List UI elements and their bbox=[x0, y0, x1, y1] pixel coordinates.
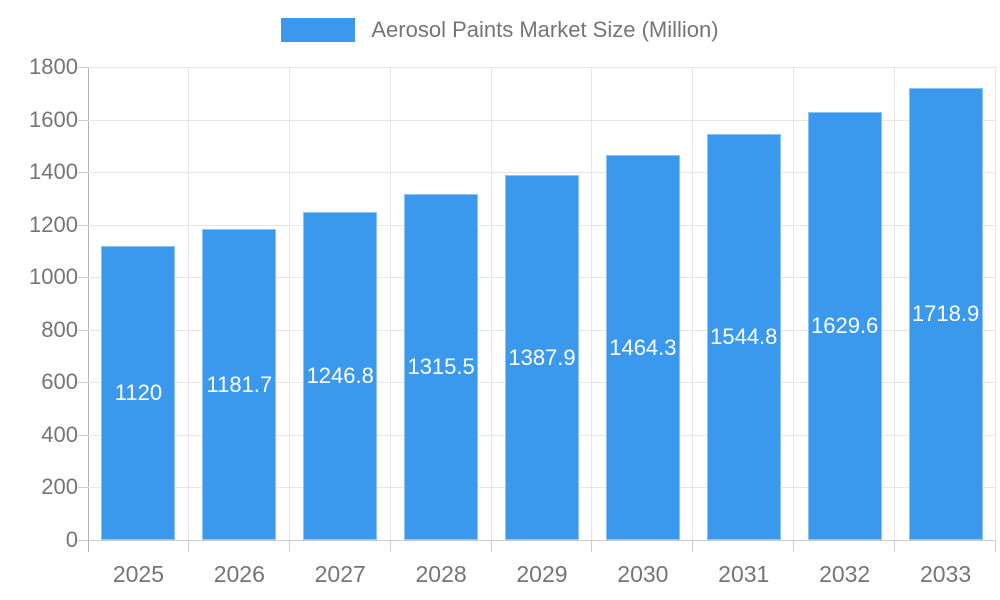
y-axis-label-0: 0 bbox=[65, 527, 78, 552]
y-tick-1200 bbox=[78, 224, 88, 226]
x-axis-label-2029: 2029 bbox=[516, 561, 568, 587]
gridline-v-4 bbox=[490, 67, 492, 540]
y-axis-label-400: 400 bbox=[41, 421, 78, 447]
y-tick-600 bbox=[78, 382, 88, 384]
legend: Aerosol Paints Market Size (Million) bbox=[0, 12, 1000, 48]
y-tick-200 bbox=[78, 487, 88, 489]
bar-2032[interactable] bbox=[807, 111, 882, 540]
y-axis-label-1200: 1200 bbox=[29, 211, 78, 237]
x-tick-1 bbox=[187, 540, 189, 552]
gridline-v-6 bbox=[692, 67, 694, 540]
gridline-v-7 bbox=[793, 67, 795, 540]
bar-2027[interactable] bbox=[303, 212, 378, 540]
bar-2026[interactable] bbox=[202, 229, 277, 540]
y-axis-label-1800: 1800 bbox=[29, 54, 78, 79]
gridline-v-1 bbox=[187, 67, 189, 540]
y-tick-1400 bbox=[78, 172, 88, 174]
x-axis-label-2027: 2027 bbox=[314, 561, 366, 587]
y-tick-1800 bbox=[78, 67, 88, 68]
legend-swatch bbox=[281, 18, 356, 42]
y-tick-400 bbox=[78, 434, 88, 436]
x-axis-label-2030: 2030 bbox=[617, 561, 669, 587]
bar-2033[interactable] bbox=[908, 88, 983, 540]
y-axis-label-1400: 1400 bbox=[29, 159, 78, 185]
y-axis-label-1000: 1000 bbox=[29, 264, 78, 290]
bar-value-label-2033: 1718.9 bbox=[911, 301, 980, 327]
y-tick-1000 bbox=[78, 277, 88, 279]
y-tick-800 bbox=[78, 329, 88, 331]
legend-label: Aerosol Paints Market Size (Million) bbox=[371, 17, 719, 42]
y-tick-0 bbox=[78, 540, 88, 541]
gridline-v-8 bbox=[894, 67, 896, 540]
y-axis-label-1600: 1600 bbox=[29, 106, 78, 132]
gridline-h-1600 bbox=[88, 119, 996, 121]
y-tick-1600 bbox=[78, 119, 88, 121]
gridline-v-2 bbox=[288, 67, 290, 540]
bar-2028[interactable] bbox=[404, 194, 479, 540]
bar-value-label-2025: 1120 bbox=[114, 379, 163, 405]
gridline-h-0 bbox=[88, 540, 996, 541]
bar-2030[interactable] bbox=[605, 155, 680, 540]
x-tick-3 bbox=[389, 540, 391, 552]
bar-value-label-2026: 1181.7 bbox=[206, 371, 273, 397]
y-axis-label-800: 800 bbox=[41, 316, 78, 342]
x-tick-8 bbox=[894, 540, 896, 552]
x-tick-9 bbox=[995, 540, 996, 552]
gridline-h-1400 bbox=[88, 172, 996, 174]
x-tick-6 bbox=[692, 540, 694, 552]
bar-value-label-2028: 1315.5 bbox=[407, 354, 475, 380]
bar-2029[interactable] bbox=[505, 175, 579, 540]
x-axis-label-2031: 2031 bbox=[718, 561, 770, 587]
y-axis-line bbox=[88, 67, 89, 552]
x-tick-0 bbox=[88, 540, 89, 552]
bar-value-label-2029: 1387.9 bbox=[508, 344, 576, 370]
gridline-v-5 bbox=[591, 67, 593, 540]
x-axis-label-2033: 2033 bbox=[919, 561, 972, 587]
bar-2025[interactable] bbox=[101, 245, 176, 540]
gridline-h-1800 bbox=[88, 67, 996, 68]
bar-value-label-2032: 1629.6 bbox=[811, 312, 879, 338]
y-axis-label-200: 200 bbox=[41, 474, 78, 500]
gridline-v-9 bbox=[995, 67, 996, 540]
x-axis-label-2032: 2032 bbox=[819, 561, 871, 587]
bar-value-label-2030: 1464.3 bbox=[609, 334, 677, 360]
x-tick-7 bbox=[793, 540, 795, 552]
gridline-v-3 bbox=[389, 67, 391, 540]
y-axis-label-600: 600 bbox=[41, 369, 78, 395]
x-axis-label-2025: 2025 bbox=[112, 561, 165, 587]
x-tick-5 bbox=[591, 540, 593, 552]
bar-value-label-2027: 1246.8 bbox=[306, 363, 374, 389]
x-axis-label-2028: 2028 bbox=[415, 561, 467, 587]
bar-value-label-2031: 1544.8 bbox=[710, 324, 778, 350]
x-tick-2 bbox=[288, 540, 290, 552]
x-tick-4 bbox=[490, 540, 492, 552]
plot-area: 1120 1181.7 1246.8 1315.5 1387.9 1464.3 1544.8… bbox=[88, 67, 996, 541]
bar-2031[interactable] bbox=[706, 134, 781, 540]
x-axis-label-2026: 2026 bbox=[213, 561, 265, 587]
